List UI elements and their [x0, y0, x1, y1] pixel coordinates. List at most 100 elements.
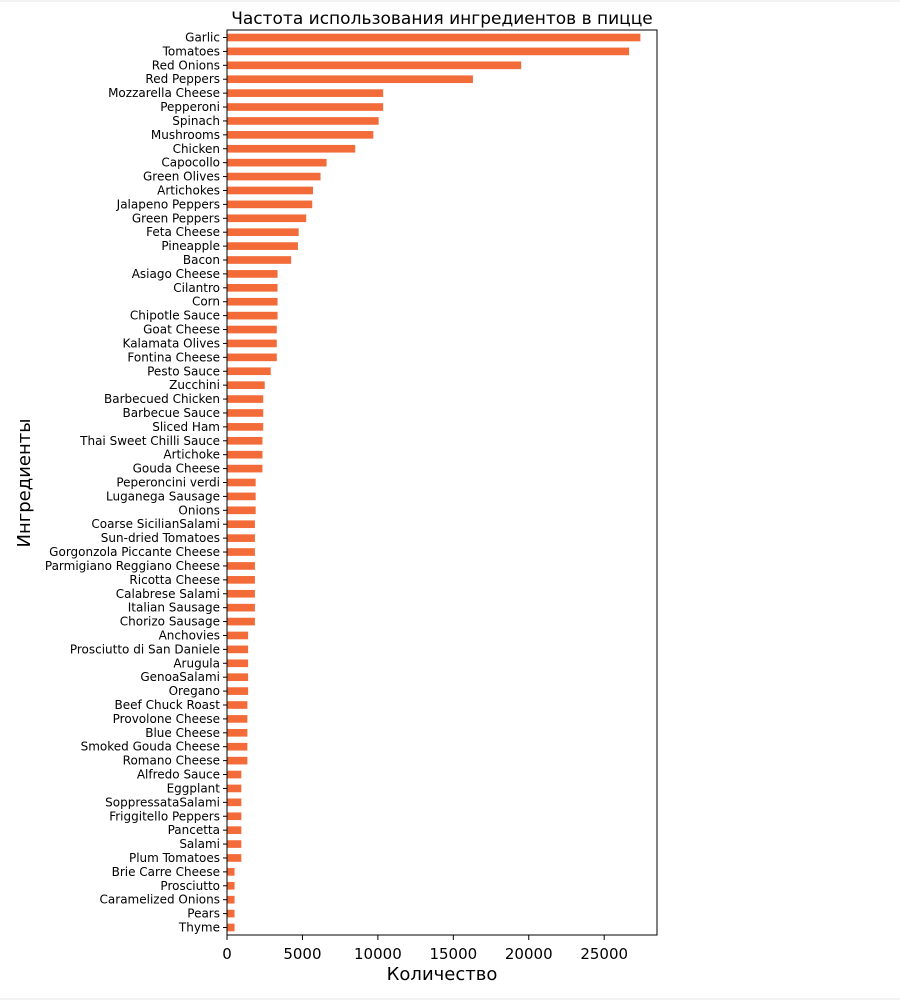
y-tick-label: Capocollo [161, 156, 220, 170]
bar [227, 297, 278, 306]
y-tick-label: Smoked Gouda Cheese [81, 740, 220, 754]
bar [227, 33, 641, 42]
bar [227, 436, 263, 445]
bar [227, 47, 630, 56]
x-tick-label: 10000 [354, 945, 402, 963]
y-tick-label: GenoaSalami [140, 670, 220, 684]
y-tick-label: Gorgonzola Piccante Cheese [49, 545, 220, 559]
y-tick-label: Sliced Ham [152, 420, 220, 434]
bar [227, 562, 255, 570]
bar [227, 144, 356, 153]
y-tick-label: Beef Chuck Roast [115, 698, 221, 712]
bar [227, 61, 522, 70]
y-tick-label: Chipotle Sauce [130, 309, 220, 323]
bar [227, 923, 235, 932]
y-tick-label: Artichokes [157, 183, 220, 197]
bar [227, 520, 255, 529]
y-tick-label: Coarse SicilianSalami [91, 517, 220, 531]
plot-frame [226, 29, 658, 936]
y-tick-label: Mushrooms [151, 128, 220, 142]
y-tick-label: Caramelized Onions [100, 893, 220, 907]
bar [227, 395, 264, 403]
bar [227, 256, 292, 264]
y-tick-label: Ricotta Cheese [129, 573, 220, 587]
y-tick-label: Salami [179, 837, 220, 851]
bar [227, 659, 249, 668]
bar [227, 409, 264, 417]
y-tick-label: Plum Tomatoes [129, 851, 220, 865]
y-tick-label: Thai Sweet Chilli Sauce [79, 434, 220, 448]
y-tick-label: Thyme [178, 921, 220, 935]
x-tick-label: 20000 [505, 945, 553, 963]
bar [227, 756, 248, 765]
y-tick-label: Parmigiano Reggiano Cheese [45, 559, 220, 573]
bar [227, 603, 255, 612]
bar [227, 492, 256, 501]
y-tick-label: Cilantro [173, 281, 220, 295]
bar [227, 534, 255, 542]
bar [227, 617, 255, 626]
bar [227, 868, 235, 876]
bar [227, 812, 242, 821]
bar [227, 687, 249, 695]
y-tick-label: Pancetta [168, 823, 220, 837]
x-tick-label: 25000 [580, 945, 628, 963]
y-tick-label: Prosciutto di San Daniele [70, 642, 220, 656]
bar [227, 826, 242, 834]
y-tick-label: Barbecued Chicken [104, 392, 220, 406]
y-tick-label: Alfredo Sauce [137, 768, 220, 782]
y-tick-label: Artichoke [163, 448, 220, 462]
y-tick-label: Provolone Cheese [113, 712, 220, 726]
y-tick-label: Anchovies [159, 628, 220, 642]
bar [227, 117, 379, 125]
y-tick-label: Jalapeno Peppers [116, 197, 220, 211]
bar [227, 506, 256, 515]
y-tick-label: Fontina Cheese [127, 350, 220, 364]
bar [227, 854, 242, 862]
y-tick-label: Chicken [173, 142, 220, 156]
y-tick-label: Calabrese Salami [116, 587, 220, 601]
bar [227, 715, 248, 723]
bar [227, 895, 235, 904]
y-tick-label: Chorizo Sausage [120, 615, 220, 629]
bar [227, 214, 307, 223]
bar [227, 75, 473, 84]
y-tick-label: Romano Cheese [123, 754, 220, 768]
y-tick-label: Feta Cheese [146, 225, 220, 239]
y-tick-label: Pears [187, 907, 220, 921]
bar [227, 131, 374, 139]
bar [227, 228, 299, 237]
bars-group [227, 33, 641, 932]
bar [227, 186, 313, 195]
y-tick-label: Pepperoni [160, 100, 220, 114]
bar [227, 172, 321, 181]
bar [227, 728, 248, 737]
y-tick-label: Pineapple [161, 239, 220, 253]
y-tick-label: Pesto Sauce [147, 364, 220, 378]
bar [227, 158, 327, 167]
bar [227, 200, 313, 209]
y-tick-label: Luganega Sausage [106, 489, 220, 503]
y-axis-title: Ингредиенты [14, 419, 35, 548]
bar [227, 311, 278, 320]
bar [227, 909, 235, 918]
bar [227, 283, 278, 292]
bar [227, 631, 249, 640]
bar [227, 423, 264, 431]
bar [227, 673, 249, 682]
x-tick-label: 5000 [283, 945, 321, 963]
bar [227, 103, 384, 111]
bar [227, 367, 271, 376]
y-tick-label: SoppressataSalami [105, 795, 220, 809]
y-tick-label: Sun-dried Tomatoes [101, 531, 220, 545]
bar [227, 589, 255, 598]
y-tick-label: Spinach [172, 114, 220, 128]
bar [227, 325, 277, 334]
x-tick-label: 15000 [429, 945, 477, 963]
y-tick-label: Zucchini [169, 378, 220, 392]
chart-title: Частота использования ингредиентов в пиц… [231, 9, 653, 29]
bar [227, 645, 249, 654]
y-tick-label: Red Onions [152, 58, 220, 72]
bar [227, 701, 248, 709]
